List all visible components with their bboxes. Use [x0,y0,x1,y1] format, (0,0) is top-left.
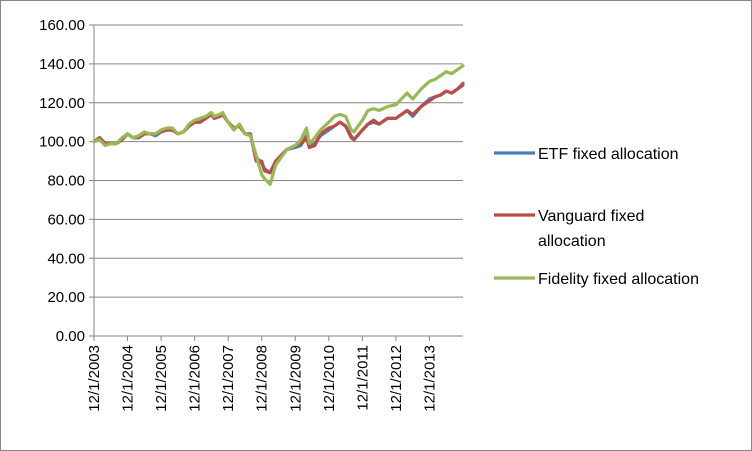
x-tick-label: 12/1/2003 [86,345,103,412]
y-tick-label: 100.00 [39,134,85,151]
x-tick-label: 12/1/2007 [220,345,237,412]
x-tick-label: 12/1/2010 [321,345,338,412]
series-line-2 [92,64,465,186]
y-tick-label: 20.00 [47,289,85,306]
x-tick-label: 12/1/2004 [120,345,137,412]
axes: 0.00 20.00 40.00 60.00 80.00 100.00 120.00 140.… [39,17,463,412]
y-tick-label: 60.00 [47,211,85,228]
legend-label-0: ETF fixed allocation [538,146,679,163]
x-tick-label: 12/1/2008 [254,345,271,412]
gridlines [94,24,463,298]
x-tick-label: 12/1/2006 [187,345,204,412]
x-tick-label: 12/1/2005 [153,345,170,412]
y-tick-label: 0.00 [56,328,85,345]
series-lines [92,64,465,186]
legend: ETF fixed allocation Vanguard fixed alloca… [494,146,699,288]
y-tick-label: 160.00 [39,17,85,34]
legend-label-2: Fidelity fixed allocation [538,271,699,288]
x-tick-label: 12/1/2009 [287,345,304,412]
y-tick-label: 140.00 [39,56,85,73]
legend-label-1: Vanguard fixed allocation [538,208,644,250]
x-tick-label: 12/1/2013 [421,345,438,412]
y-tick-label: 80.00 [47,173,85,190]
x-tick-label: 12/1/2011 [354,345,371,411]
y-tick-label: 40.00 [47,250,85,267]
x-tick-label: 12/1/2012 [388,345,405,412]
y-tick-label: 120.00 [39,95,85,112]
